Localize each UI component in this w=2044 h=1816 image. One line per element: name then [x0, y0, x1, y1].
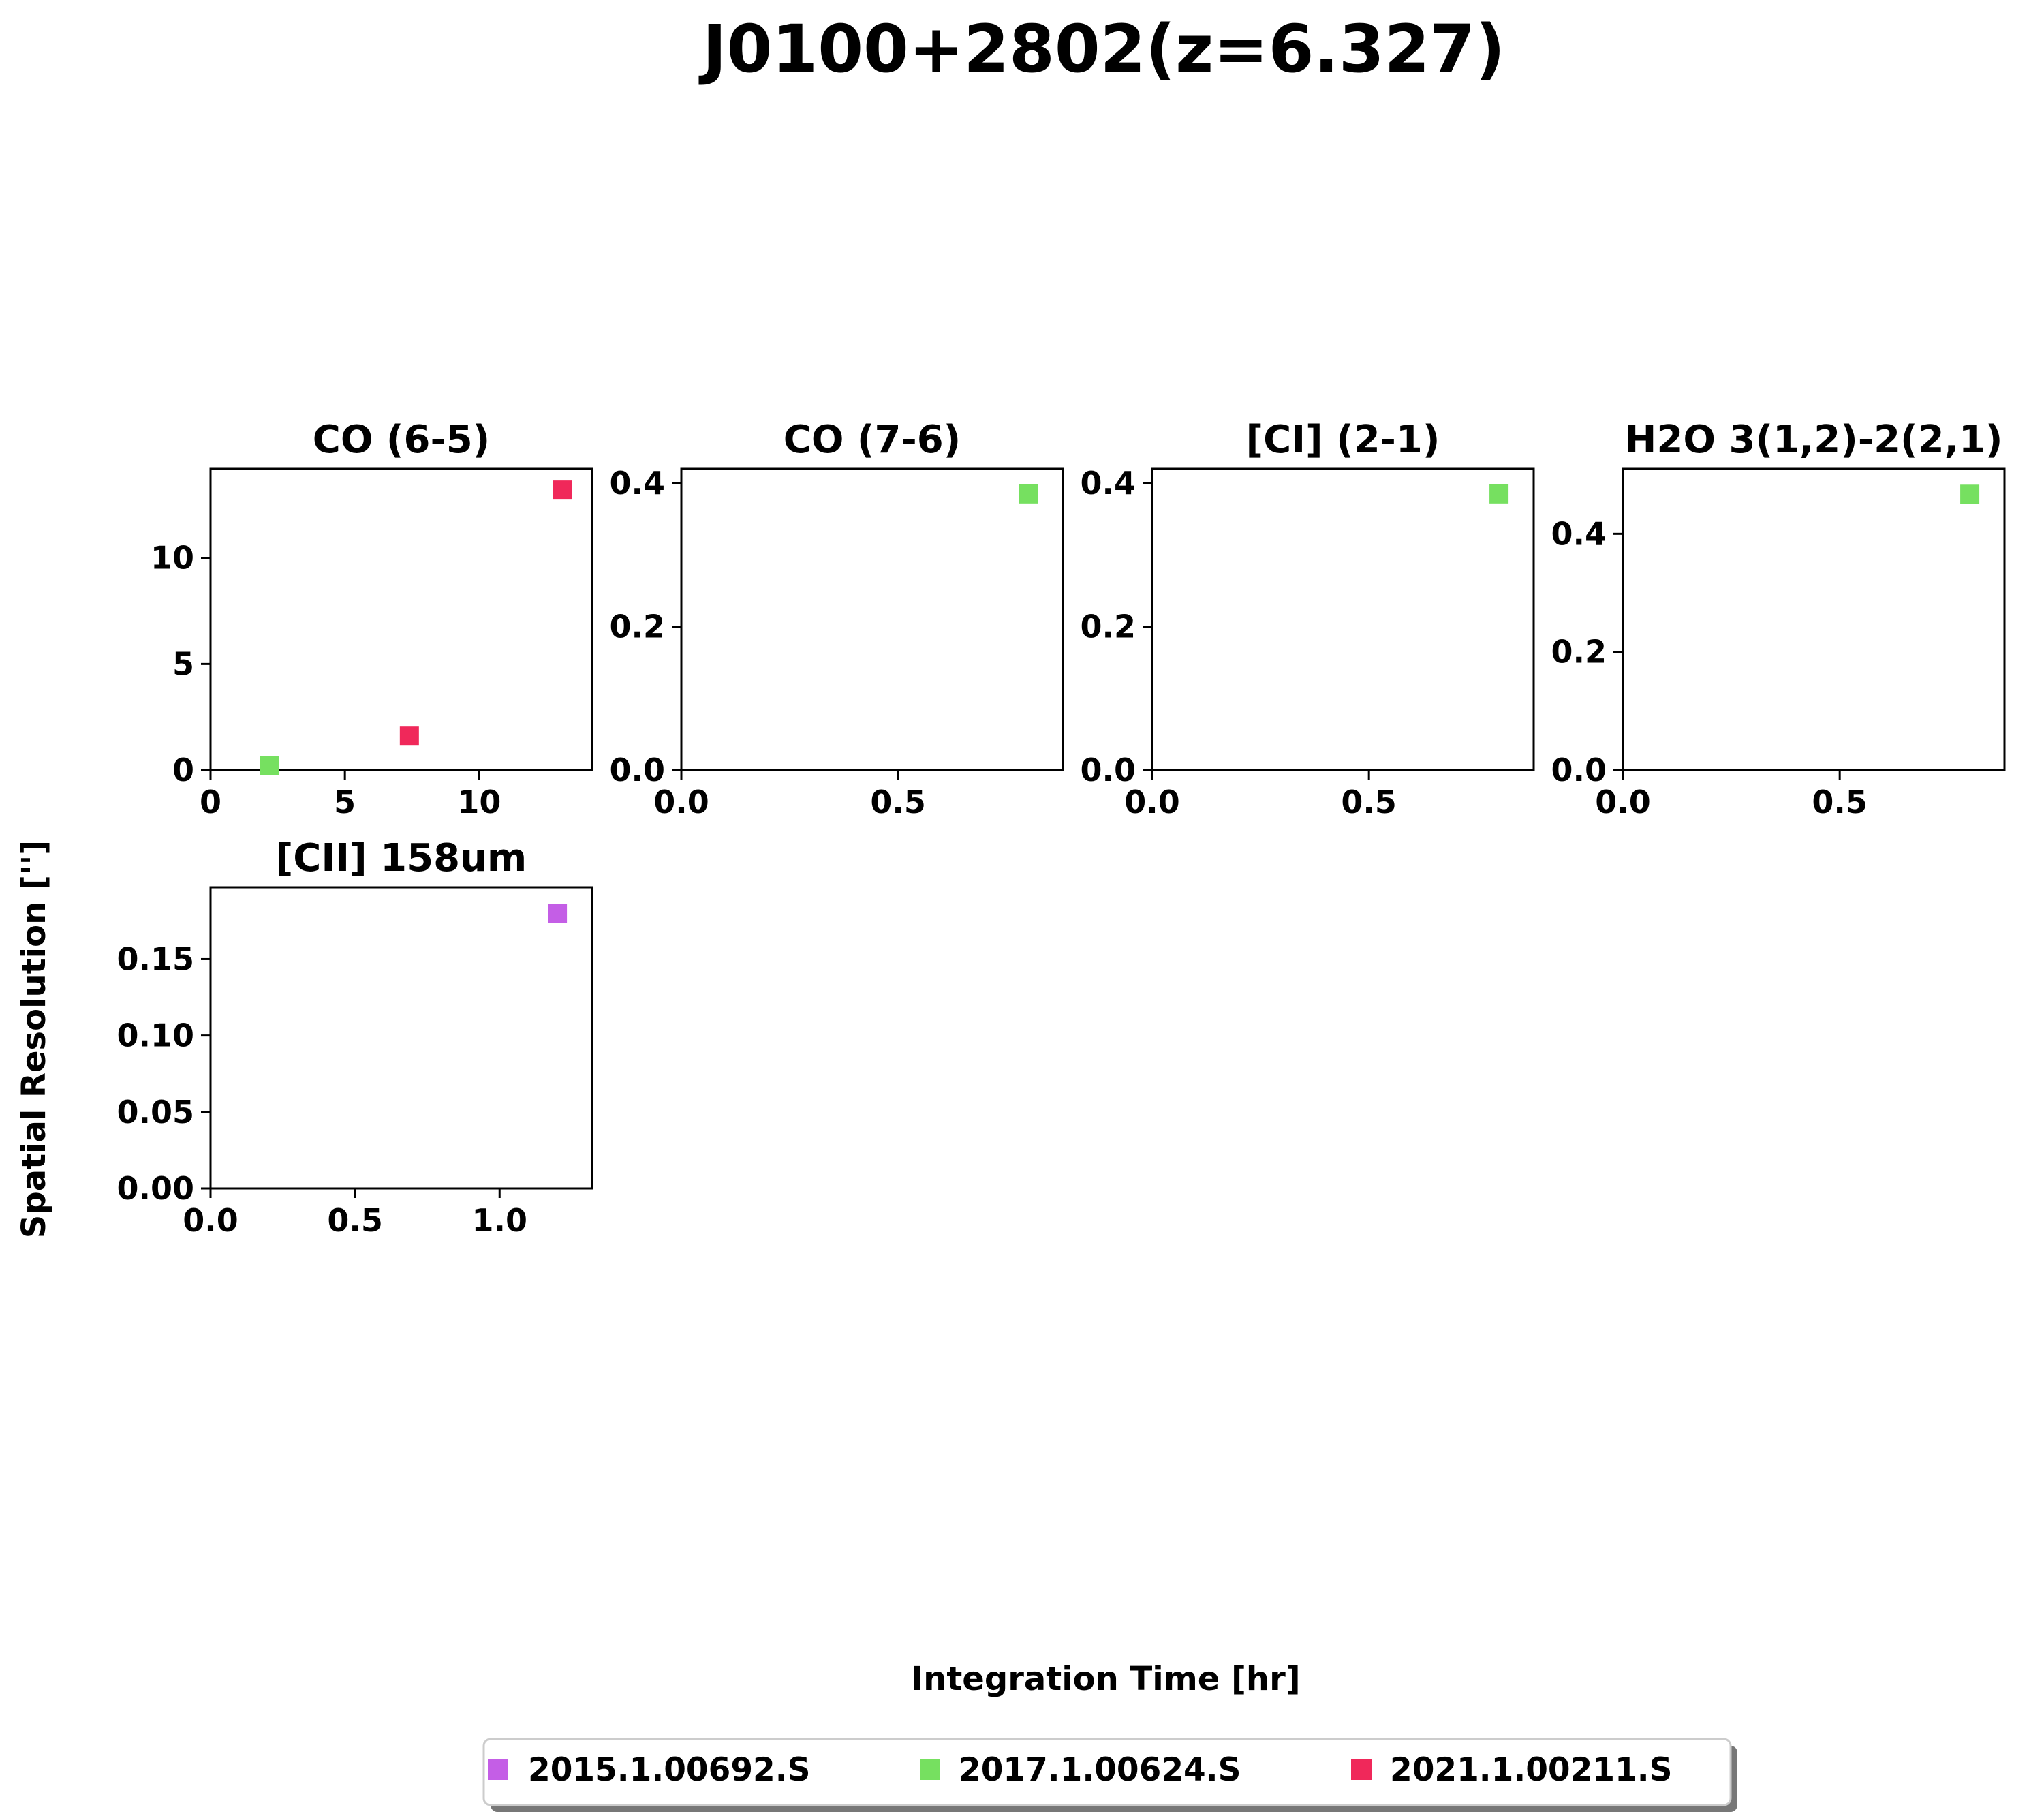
- x-tick-label: 0.5: [1341, 784, 1397, 820]
- subplot-title: [CI] (2-1): [1246, 418, 1440, 462]
- data-point: [553, 480, 572, 500]
- y-tick-label: 0.05: [117, 1094, 195, 1130]
- subplot-title: CO (6-5): [313, 418, 491, 462]
- x-tick-label: 10: [457, 784, 501, 820]
- data-point: [548, 904, 568, 923]
- y-tick-label: 0.2: [1551, 634, 1607, 671]
- x-tick-label: 0.0: [1124, 784, 1180, 820]
- data-point: [1019, 484, 1038, 504]
- legend-marker-2017: [920, 1759, 940, 1780]
- legend-marker-2021: [1351, 1759, 1372, 1780]
- y-tick-label: 0.0: [1551, 752, 1607, 788]
- y-axis-label: Spatial Resolution ['']: [15, 840, 53, 1238]
- subplot-3: [CI] (2-1) 0.0 0.5 0.0 0.2 0.4: [1081, 418, 1535, 820]
- subplot-title: [CII] 158um: [276, 836, 527, 880]
- y-tick-label: 10: [151, 540, 194, 576]
- figure-title: J0100+2802(z=6.327): [698, 11, 1505, 87]
- x-tick-label: 0: [200, 784, 221, 820]
- data-point: [1489, 484, 1509, 504]
- plot-frame: [680, 467, 1064, 771]
- x-tick-label: 5: [334, 784, 356, 820]
- y-tick-label: 0.0: [610, 752, 666, 788]
- legend-label-2017: 2017.1.00624.S: [959, 1751, 1241, 1789]
- y-tick-label: 0: [172, 752, 194, 788]
- x-tick-label: 0.0: [653, 784, 709, 820]
- legend-frame: [482, 1738, 1732, 1806]
- legend-marker-2015: [488, 1759, 508, 1780]
- y-tick-label: 0.4: [1081, 465, 1136, 502]
- y-tick-label: 0.15: [117, 940, 195, 977]
- plot-frame: [1622, 467, 2006, 771]
- y-tick-label: 0.10: [117, 1017, 195, 1054]
- subplot-2: CO (7-6) 0.0 0.5 0.0 0.2 0.4: [610, 418, 1064, 820]
- data-point: [1960, 484, 1980, 504]
- x-tick-label: 1.0: [471, 1202, 527, 1239]
- subplot-1: CO (6-5) 0 5 10 0 5 10: [151, 418, 593, 820]
- data-point: [399, 726, 419, 746]
- y-tick-label: 0.4: [610, 465, 666, 502]
- y-tick-label: 0.2: [610, 609, 666, 645]
- y-tick-label: 5: [172, 645, 194, 682]
- plot-frame: [209, 886, 593, 1190]
- x-tick-label: 0.5: [870, 784, 926, 820]
- y-tick-label: 0.00: [117, 1170, 195, 1207]
- plot-frame: [1151, 467, 1535, 771]
- y-tick-label: 0.2: [1081, 609, 1136, 645]
- x-tick-label: 0.5: [1812, 784, 1868, 820]
- subplot-5: [CII] 158um 0.0 0.5 1.0 0.00 0.05 0.10 0.15: [117, 836, 593, 1239]
- x-tick-label: 0.5: [327, 1202, 383, 1239]
- x-axis-label: Integration Time [hr]: [911, 1660, 1300, 1698]
- y-tick-label: 0.4: [1551, 515, 1607, 552]
- legend: 2015.1.00692.S 2017.1.00624.S 2021.1.002…: [482, 1738, 1737, 1812]
- subplot-4: H2O 3(1,2)-2(2,1) 0.0 0.5 0.0 0.2 0.4: [1551, 418, 2006, 820]
- plot-frame: [209, 467, 593, 771]
- legend-label-2021: 2021.1.00211.S: [1390, 1751, 1672, 1789]
- y-tick-label: 0.0: [1081, 752, 1136, 788]
- x-tick-label: 0.0: [183, 1202, 238, 1239]
- subplot-title: H2O 3(1,2)-2(2,1): [1625, 418, 2003, 462]
- data-point: [260, 756, 279, 775]
- x-tick-label: 0.0: [1595, 784, 1651, 820]
- subplot-title: CO (7-6): [784, 418, 961, 462]
- legend-label-2015: 2015.1.00692.S: [528, 1751, 810, 1789]
